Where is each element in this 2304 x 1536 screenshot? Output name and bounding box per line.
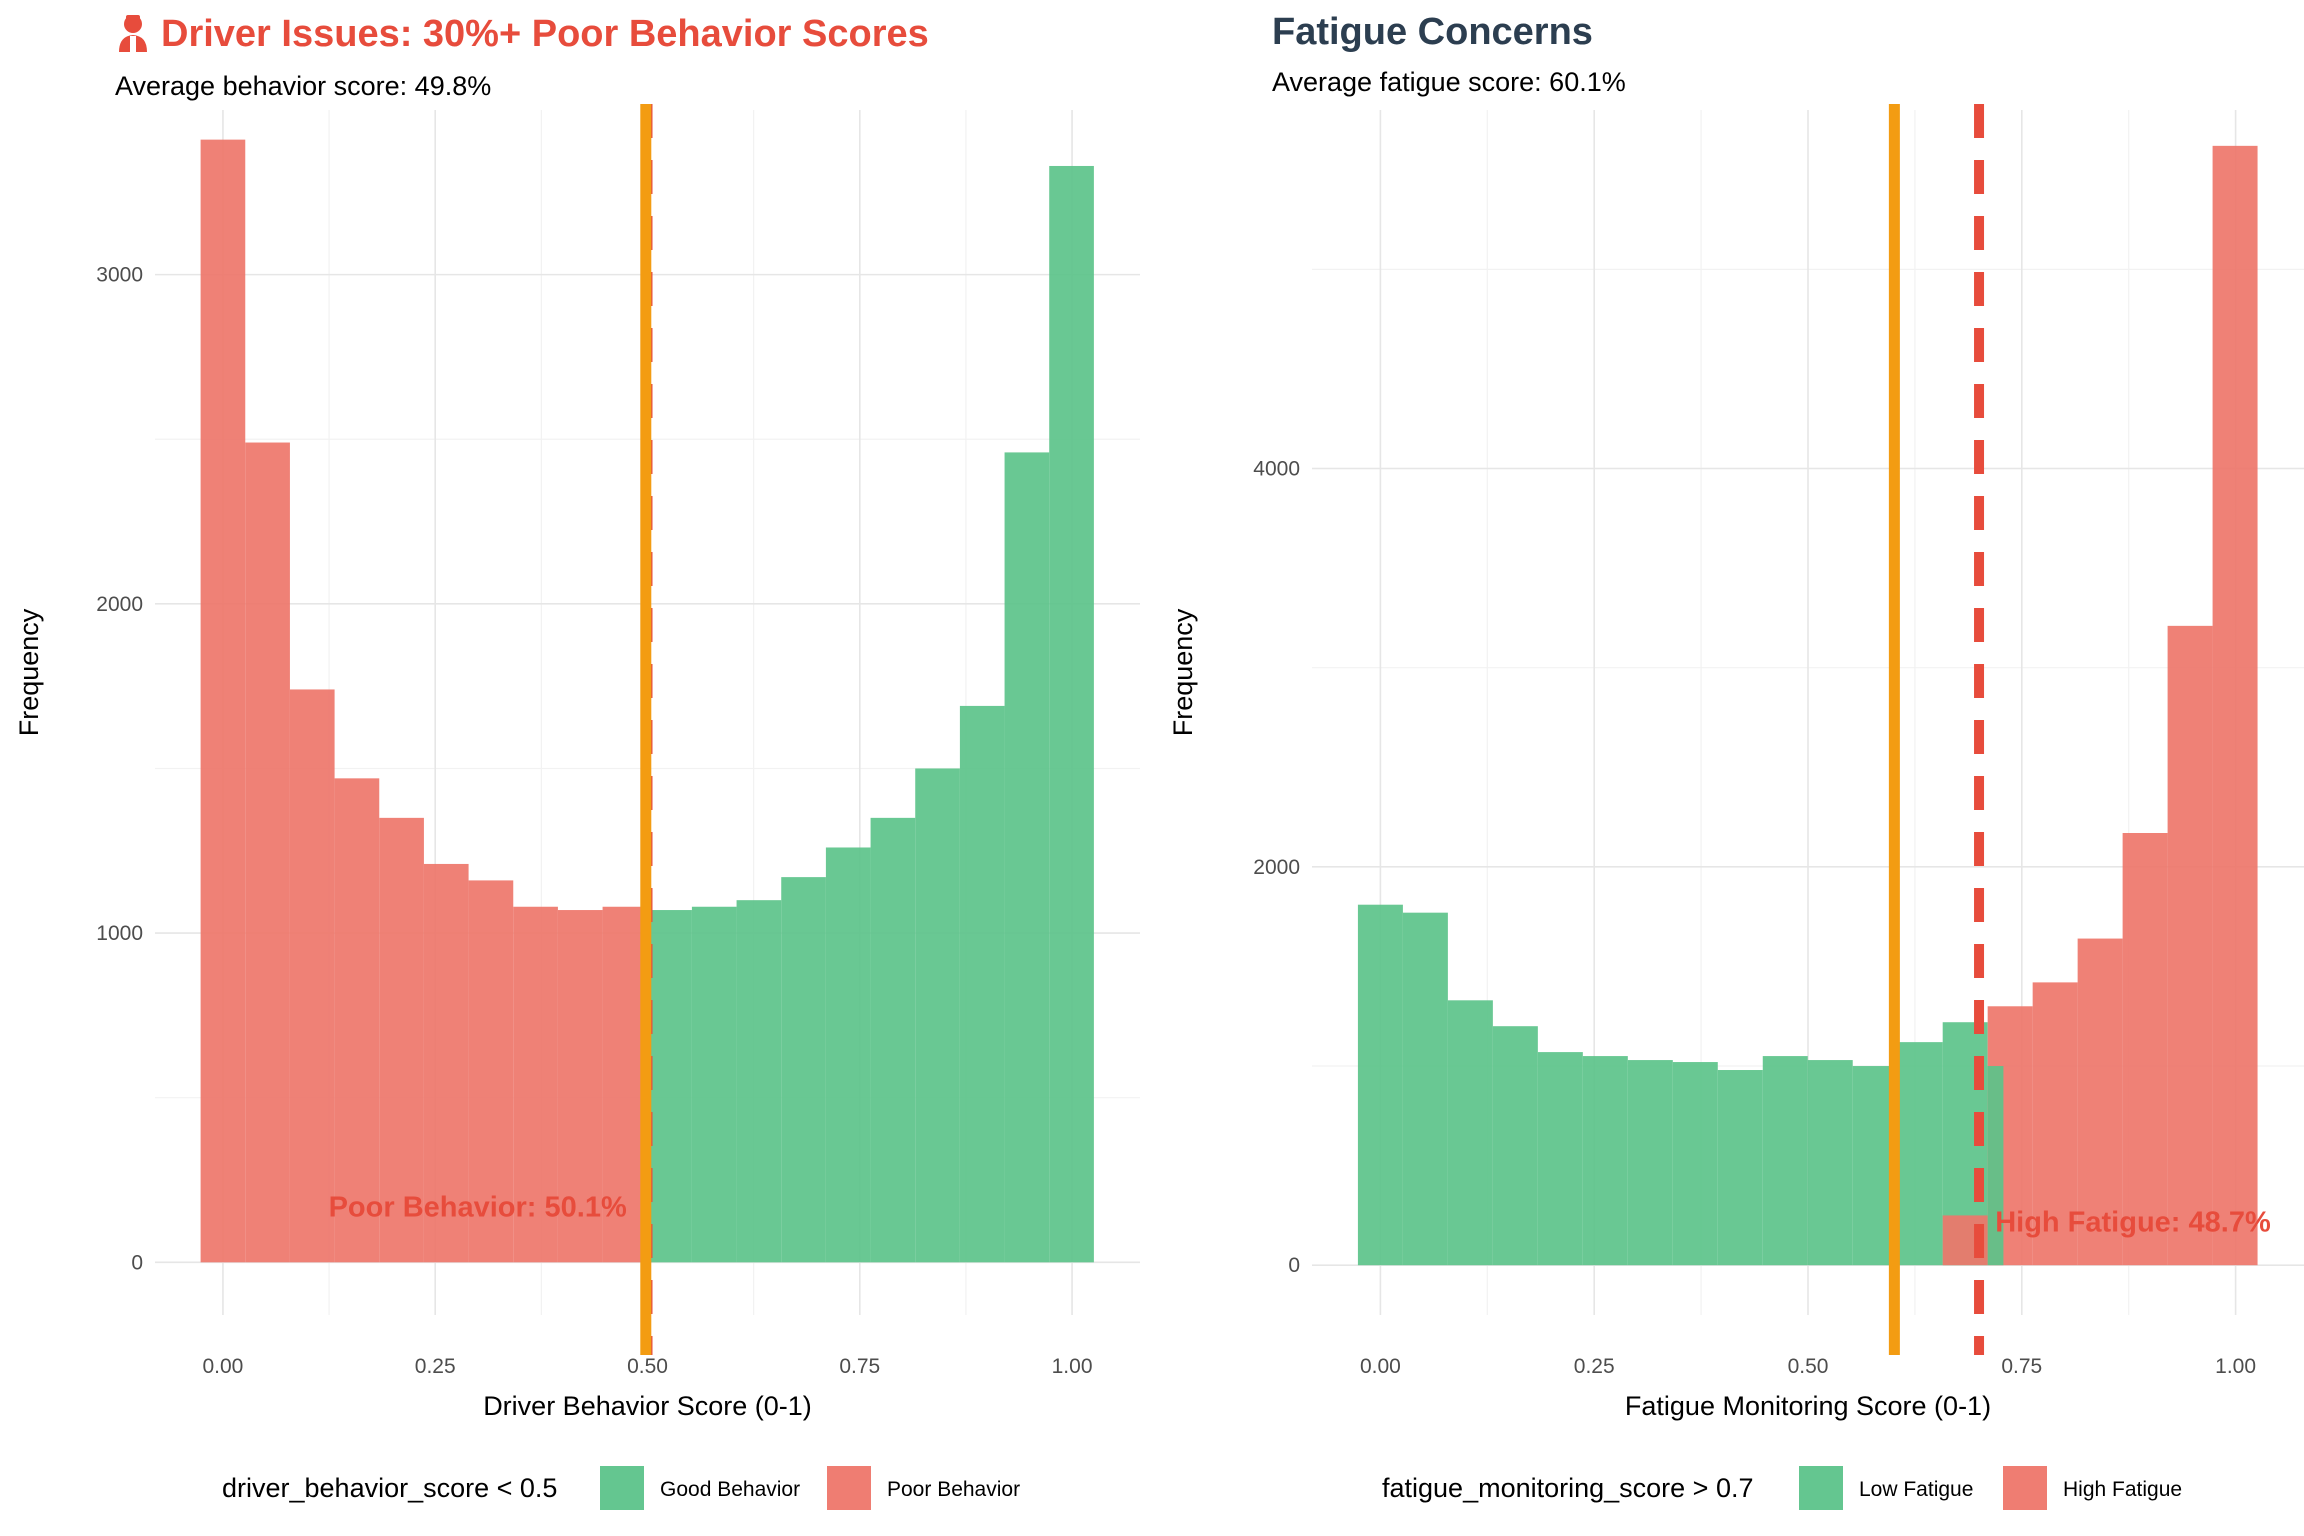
- histogram-bars: [200, 139, 1094, 1263]
- histogram-bar: [1762, 1056, 1808, 1266]
- x-tick-label: 1.00: [2215, 1355, 2256, 1378]
- histogram-bar: [557, 910, 603, 1263]
- histogram-bar: [2212, 145, 2258, 1266]
- x-tick-label: 1.00: [1052, 1355, 1093, 1378]
- x-tick-label: 0.25: [1574, 1355, 1615, 1378]
- histogram-bar: [647, 910, 692, 1263]
- legend-title: fatigue_monitoring_score > 0.7: [1382, 1473, 1754, 1503]
- legend-title: driver_behavior_score < 0.5: [222, 1473, 557, 1503]
- legend: fatigue_monitoring_score > 0.7 Low Fatigu…: [1382, 1466, 2182, 1510]
- legend: driver_behavior_score < 0.5 Good Behavior…: [222, 1466, 1020, 1510]
- person-icon-tie: [130, 36, 136, 52]
- histogram-bar: [1357, 904, 1403, 1266]
- histogram-bar: [289, 689, 335, 1263]
- histogram-bar: [2032, 982, 2078, 1266]
- histogram-bar: [1627, 1060, 1673, 1266]
- histogram-bar: [1402, 912, 1448, 1266]
- histogram-bar: [2122, 833, 2168, 1266]
- histogram-bar: [2167, 625, 2213, 1266]
- x-tick-label: 0.75: [839, 1355, 880, 1378]
- histogram-bar: [1582, 1056, 1628, 1266]
- x-axis-title: Driver Behavior Score (0-1): [483, 1391, 812, 1421]
- histogram-bar: [1004, 452, 1050, 1263]
- legend-swatch: [2003, 1466, 2047, 1510]
- histogram-bar: [691, 906, 737, 1263]
- histogram-bar: [423, 863, 469, 1263]
- x-tick-label: 0.25: [415, 1355, 456, 1378]
- person-icon-cap: [126, 15, 140, 21]
- legend-swatch: [1799, 1466, 1843, 1510]
- histogram-bar: [1672, 1062, 1718, 1266]
- histogram-bar: [513, 906, 558, 1263]
- histogram-bar: [870, 817, 916, 1263]
- y-axis-title: Frequency: [1168, 608, 1198, 736]
- threshold-annotation: High Fatigue: 48.7%: [1995, 1206, 2271, 1238]
- x-tick-label: 0.00: [1360, 1355, 1401, 1378]
- chart-title: Driver Issues: 30%+ Poor Behavior Scores: [161, 13, 929, 55]
- histogram-bar: [915, 768, 960, 1263]
- y-tick-label: 2000: [1253, 856, 1300, 879]
- histogram-bar: [1807, 1060, 1853, 1266]
- x-tick-label: 0.00: [202, 1355, 243, 1378]
- y-tick-label: 1000: [96, 922, 143, 945]
- y-tick-label: 3000: [96, 264, 143, 287]
- legend-label: Low Fatigue: [1859, 1478, 1973, 1501]
- histogram-bar: [1492, 1026, 1538, 1266]
- person-icon: [119, 15, 147, 52]
- chart-title: Fatigue Concerns: [1272, 11, 1593, 53]
- histogram-bar: [959, 705, 1005, 1263]
- chart-subtitle: Average behavior score: 49.8%: [115, 71, 491, 101]
- y-tick-label: 0: [131, 1251, 143, 1274]
- y-tick-label: 0: [1288, 1254, 1300, 1277]
- histogram-bar: [334, 778, 380, 1263]
- x-axis-title: Fatigue Monitoring Score (0-1): [1625, 1391, 1991, 1421]
- histogram-bars: [1357, 145, 2258, 1266]
- legend-swatch: [827, 1466, 871, 1510]
- legend-label: High Fatigue: [2063, 1478, 2182, 1501]
- histogram-bar: [200, 139, 246, 1263]
- chart-panel-1: High Fatigue: 48.7% 0.00 0.25 0.50 0.75 1.00 0…: [1168, 11, 2304, 1510]
- y-tick-label: 4000: [1253, 458, 1300, 481]
- histogram-bar: [379, 817, 424, 1263]
- y-tick-label: 2000: [96, 593, 143, 616]
- histogram-bar: [1717, 1070, 1763, 1266]
- legend-label: Poor Behavior: [887, 1478, 1020, 1501]
- chart-subtitle: Average fatigue score: 60.1%: [1272, 67, 1626, 97]
- y-axis-title: Frequency: [14, 608, 44, 736]
- histogram-bar: [1897, 1042, 1943, 1266]
- histogram-bar: [1447, 1000, 1493, 1266]
- chart-panel-0: Poor Behavior: 50.1% 0.00 0.25 0.50 0.75 1.00…: [14, 13, 1140, 1510]
- threshold-annotation: Poor Behavior: 50.1%: [329, 1192, 627, 1224]
- histogram-bar: [245, 442, 290, 1263]
- x-tick-label: 0.50: [1788, 1355, 1829, 1378]
- histogram-bar: [825, 847, 871, 1263]
- x-tick-label: 0.50: [627, 1355, 668, 1378]
- legend-label: Good Behavior: [660, 1478, 800, 1501]
- x-tick-label: 0.75: [2001, 1355, 2042, 1378]
- histogram-bar: [781, 877, 826, 1263]
- legend-swatch: [600, 1466, 644, 1510]
- histogram-bar: [2077, 938, 2123, 1266]
- histogram-bar: [602, 906, 648, 1263]
- histogram-bar: [1537, 1052, 1583, 1266]
- histogram-bar: [736, 900, 782, 1263]
- histogram-bar: [468, 880, 514, 1263]
- histogram-bar: [1049, 165, 1094, 1263]
- histogram-bar-overlap: [1987, 1066, 2004, 1266]
